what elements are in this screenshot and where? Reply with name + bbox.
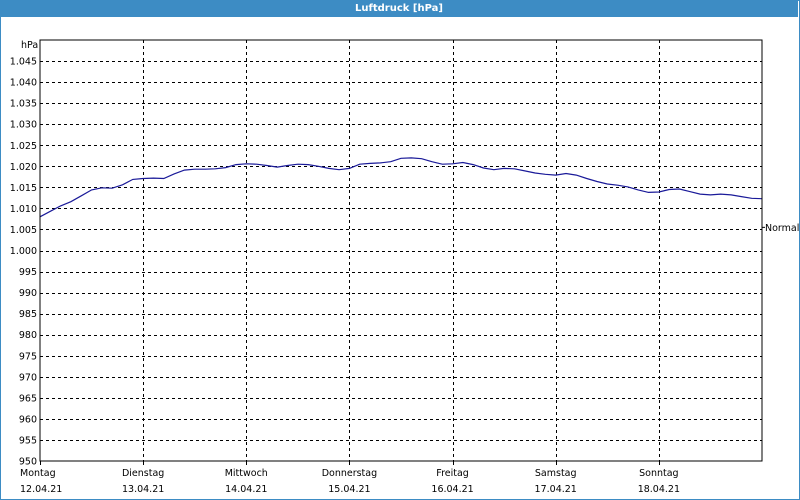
- x-tick-day: Sonntag: [639, 468, 678, 479]
- y-tick-label: 975: [19, 351, 37, 362]
- y-tick-label: 980: [19, 330, 37, 341]
- y-tick-label: 955: [19, 435, 37, 446]
- y-tick-label: 990: [19, 288, 37, 299]
- y-tick-label: 970: [19, 372, 37, 383]
- x-tick-date: 14.04.21: [225, 484, 267, 495]
- y-tick-label: 1.045: [10, 57, 37, 68]
- x-tick-day: Freitag: [436, 468, 469, 479]
- y-tick-label: 1.035: [10, 99, 37, 110]
- y-tick-labels: 950 955 960 965 970 975 980 985 990 995 1.000 1.005…: [10, 57, 37, 468]
- y-axis-unit-label: hPa: [21, 40, 38, 51]
- chart-title: Luftdruck [hPa]: [0, 0, 798, 17]
- y-tick-label: 985: [19, 309, 37, 320]
- plot-area-border: [39, 39, 763, 462]
- y-tick-label: 995: [19, 267, 37, 278]
- y-tick-label: 1.000: [10, 246, 37, 257]
- y-tick-label: 1.015: [10, 183, 37, 194]
- y-tick-label: 1.010: [10, 204, 37, 215]
- x-tick-day: Donnerstag: [322, 468, 377, 479]
- y-tick-label: 960: [19, 414, 37, 425]
- normal-reference-label: Normal: [765, 223, 799, 234]
- series-layer: [39, 157, 763, 218]
- x-tick-date: 12.04.21: [20, 484, 62, 495]
- x-tick-day: Samstag: [535, 468, 577, 479]
- y-tick-label: 1.005: [10, 225, 37, 236]
- x-tick-date: 16.04.21: [431, 484, 473, 495]
- y-tick-label: 1.020: [10, 162, 37, 173]
- x-tick-date: 15.04.21: [328, 484, 370, 495]
- y-tick-label: 950: [19, 457, 37, 468]
- grid-layer: [40, 40, 765, 465]
- y-tick-label: 1.025: [10, 141, 37, 152]
- pressure-series-line: [39, 157, 763, 218]
- x-tick-labels: Montag 12.04.21 Dienstag 13.04.21 Mittwoch 14…: [20, 468, 680, 495]
- x-tick-date: 17.04.21: [535, 484, 577, 495]
- y-tick-label: 1.040: [10, 78, 37, 89]
- x-tick-day: Mittwoch: [225, 468, 268, 479]
- y-tick-label: 1.030: [10, 120, 37, 131]
- x-tick-day: Montag: [20, 468, 56, 479]
- y-tick-label: 965: [19, 393, 37, 404]
- x-tick-day: Dienstag: [122, 468, 164, 479]
- x-tick-date: 18.04.21: [638, 484, 680, 495]
- x-tick-date: 13.04.21: [122, 484, 164, 495]
